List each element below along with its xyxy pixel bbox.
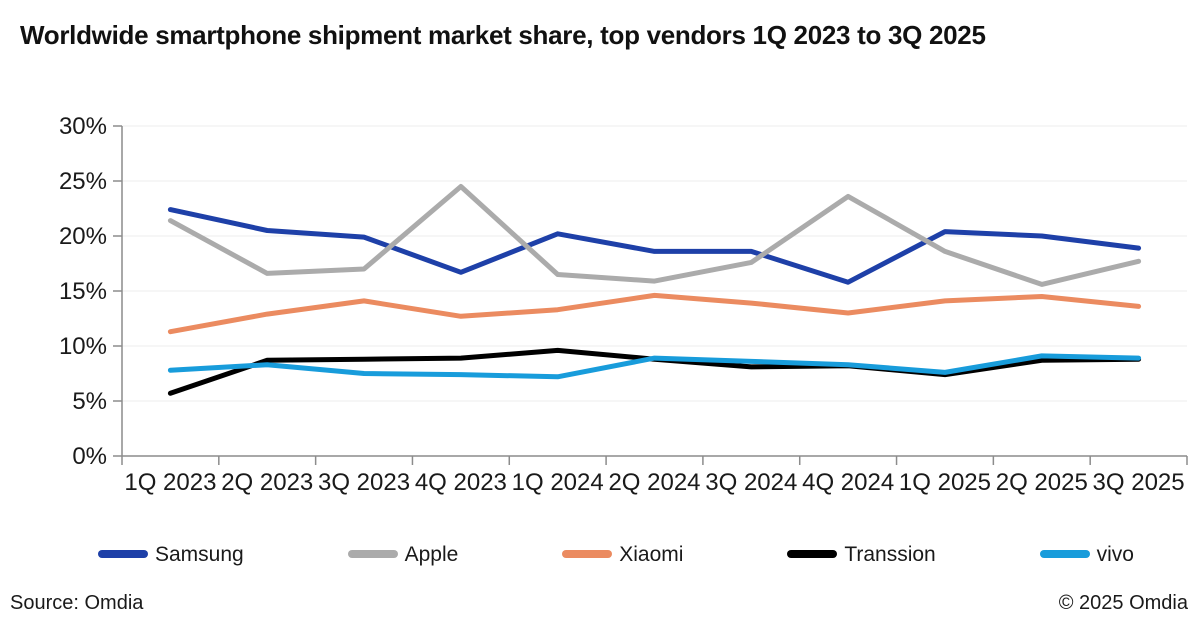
x-tick-label: 1Q 2025 — [899, 469, 991, 496]
series-line-apple — [167, 184, 1142, 287]
series-line-xiaomi — [167, 292, 1142, 335]
x-tick-label: 1Q 2023 — [124, 469, 216, 496]
y-tick-label: 20% — [59, 223, 107, 250]
copyright-note: © 2025 Omdia — [1058, 592, 1188, 614]
legend-marker-vivo — [1039, 550, 1090, 558]
y-tick-label: 0% — [72, 443, 107, 470]
legend-item-xiaomi: Xiaomi — [562, 544, 683, 565]
legend-item-samsung: Samsung — [98, 544, 244, 565]
legend-marker-transsion — [787, 550, 838, 558]
legend-label-apple: Apple — [404, 542, 459, 566]
y-tick-label: 25% — [59, 168, 107, 195]
series-line-samsung — [167, 207, 1142, 285]
chart-legend: Samsung Apple Xiaomi Transsion vivo — [98, 539, 1134, 569]
x-tick-label: 3Q 2025 — [1093, 469, 1185, 496]
legend-marker-apple — [347, 550, 398, 558]
legend-label-vivo: vivo — [1096, 542, 1134, 566]
chart-title: Worldwide smartphone shipment market sha… — [20, 20, 986, 50]
legend-label-transsion: Transsion — [844, 542, 936, 566]
x-tick-label: 2Q 2024 — [608, 469, 700, 496]
y-tick-label: 10% — [59, 333, 107, 360]
y-tick-label: 15% — [59, 278, 107, 305]
x-tick-label: 3Q 2024 — [705, 469, 797, 496]
source-note: Source: Omdia — [10, 592, 144, 614]
legend-item-apple: Apple — [347, 542, 459, 566]
y-tick-label: 5% — [72, 388, 107, 415]
x-tick-label: 1Q 2024 — [512, 469, 604, 496]
legend-item-vivo: vivo — [1039, 542, 1134, 566]
x-tick-label: 2Q 2025 — [996, 469, 1088, 496]
legend-marker-samsung — [98, 550, 148, 558]
x-tick-label: 2Q 2023 — [221, 469, 313, 496]
x-tick-label: 3Q 2023 — [318, 469, 410, 496]
series-line-vivo — [167, 353, 1142, 380]
legend-item-transsion: Transsion — [787, 542, 936, 566]
x-tick-label: 4Q 2023 — [415, 469, 507, 496]
legend-label-xiaomi: Xiaomi — [619, 542, 684, 566]
legend-label-samsung: Samsung — [155, 542, 244, 566]
x-tick-label: 4Q 2024 — [802, 469, 894, 496]
legend-marker-xiaomi — [562, 550, 613, 558]
y-tick-label: 30% — [59, 113, 107, 140]
